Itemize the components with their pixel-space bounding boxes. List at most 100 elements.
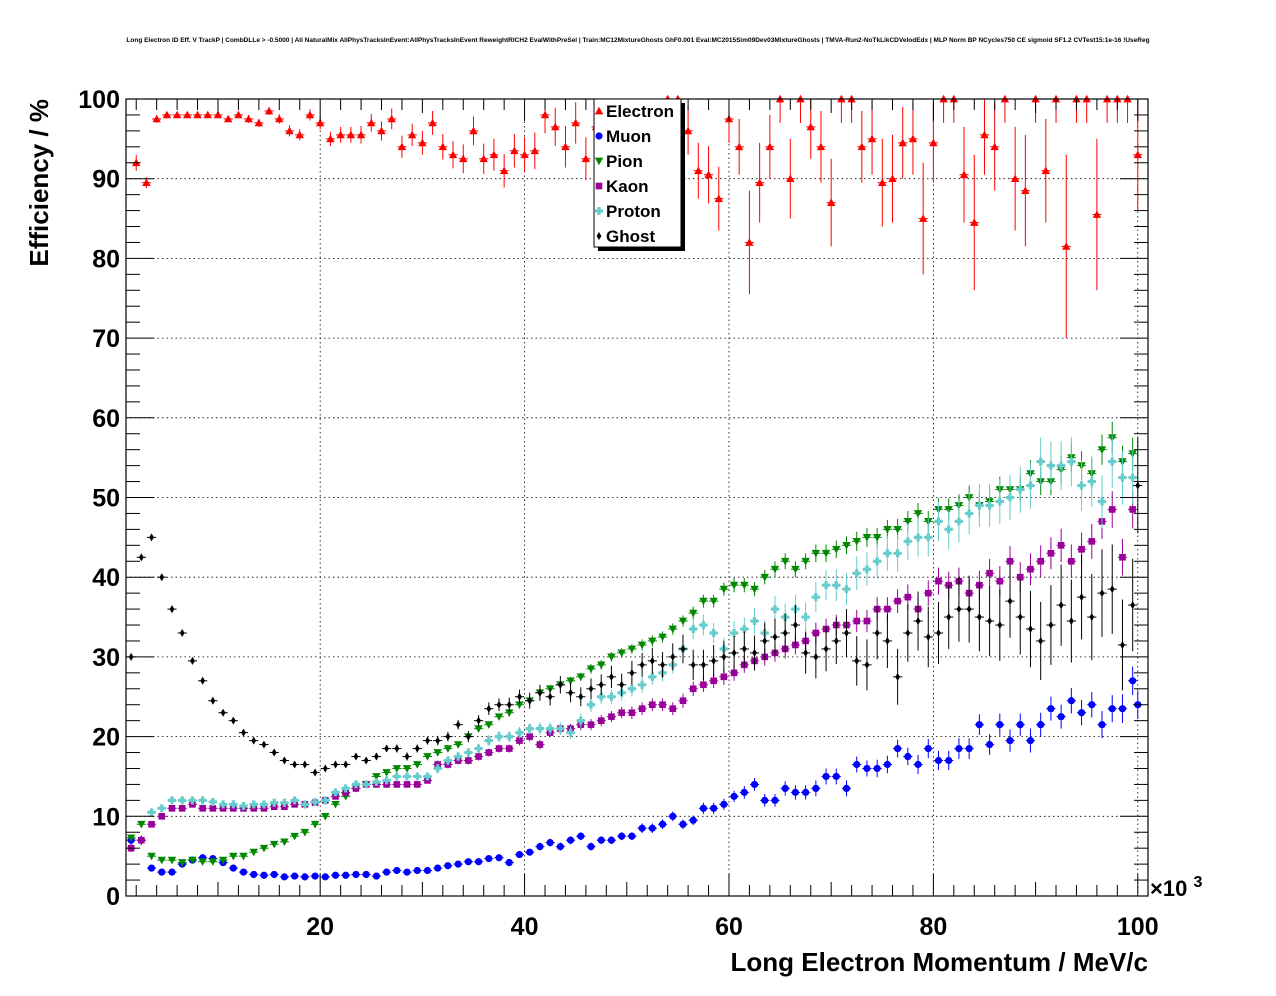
- data-point-muon: [270, 870, 278, 879]
- data-point-ghost: [384, 744, 390, 753]
- data-point-muon: [1037, 721, 1045, 729]
- y-tick-label: 20: [92, 724, 120, 752]
- data-point-muon: [229, 864, 237, 872]
- legend-label-ghost: Ghost: [606, 227, 655, 246]
- data-point-ghost: [864, 660, 870, 669]
- data-point-ghost: [1017, 613, 1023, 622]
- data-point-proton: [862, 565, 871, 574]
- data-point-pion: [852, 537, 861, 546]
- data-point-ghost: [1068, 617, 1074, 626]
- grid: [126, 99, 1148, 896]
- data-point-muon: [546, 839, 554, 847]
- data-point-electron: [1041, 166, 1050, 175]
- data-point-proton: [290, 796, 299, 805]
- data-point-muon: [771, 796, 779, 804]
- data-point-ghost: [629, 668, 635, 677]
- data-point-muon: [832, 772, 840, 781]
- data-point-ghost: [537, 688, 543, 697]
- data-point-pion: [443, 745, 453, 753]
- data-point-electron: [510, 146, 519, 155]
- data-point-pion: [280, 838, 289, 847]
- data-point-ghost: [425, 736, 430, 745]
- data-point-electron: [285, 126, 294, 135]
- data-point-electron: [561, 142, 570, 151]
- data-point-kaon: [1047, 549, 1055, 557]
- y-tick-label: 30: [92, 644, 120, 672]
- data-point-muon: [914, 760, 922, 769]
- data-point-kaon: [1129, 506, 1136, 513]
- data-point-ghost: [1079, 593, 1084, 602]
- data-point-pion: [126, 834, 136, 843]
- data-point-electron: [918, 214, 928, 222]
- data-point-muon: [1057, 713, 1065, 721]
- data-point-muon: [658, 820, 667, 828]
- data-point-proton: [597, 692, 606, 701]
- y-tick-label: 0: [106, 883, 120, 911]
- data-point-electron: [806, 122, 815, 131]
- data-point-ghost: [895, 672, 901, 681]
- data-point-pion: [218, 856, 228, 865]
- data-point-muon: [1088, 701, 1096, 709]
- data-point-ghost: [619, 680, 625, 689]
- data-point-pion: [402, 765, 412, 773]
- data-point-ghost: [690, 660, 696, 669]
- data-point-proton: [709, 628, 718, 637]
- data-point-ghost: [649, 656, 655, 665]
- data-point-proton: [1006, 493, 1015, 502]
- data-point-muon: [955, 744, 963, 753]
- axes: 0 10 20 30 40 50 60 70 80 90 100 20 40 60 80 100: [78, 86, 1158, 941]
- data-point-kaon: [536, 741, 544, 748]
- data-point-proton: [750, 617, 759, 626]
- data-point-ghost: [547, 692, 553, 701]
- data-point-muon: [1016, 721, 1024, 729]
- data-point-electron: [479, 154, 488, 163]
- data-point-ghost: [414, 744, 420, 753]
- data-point-pion: [760, 573, 769, 582]
- data-point-pion: [433, 749, 442, 757]
- data-point-proton: [852, 569, 861, 578]
- data-point-muon: [413, 866, 421, 875]
- data-point-ghost: [322, 764, 328, 773]
- data-point-ghost: [455, 720, 461, 729]
- data-point-muon: [383, 868, 391, 876]
- data-point-ghost: [373, 752, 379, 761]
- data-point-ghost: [557, 680, 563, 689]
- data-point-proton: [576, 716, 585, 725]
- data-point-ghost: [1028, 625, 1033, 634]
- data-point-muon: [699, 804, 708, 812]
- data-point-electron: [540, 110, 550, 119]
- data-point-proton: [934, 517, 943, 526]
- data-point-ghost: [190, 656, 195, 665]
- data-point-ghost: [609, 672, 614, 681]
- legend-label-electron: Electron: [606, 102, 674, 121]
- data-point-ghost: [598, 680, 604, 689]
- data-point-electron: [1133, 150, 1142, 159]
- legend-label-muon: Muon: [606, 127, 651, 146]
- data-point-electron: [244, 114, 253, 123]
- data-point-muon: [1098, 721, 1106, 729]
- data-point-proton: [1026, 481, 1035, 490]
- data-point-proton: [392, 772, 401, 781]
- data-point-kaon: [659, 701, 666, 709]
- data-point-muon: [975, 721, 983, 729]
- data-point-electron: [275, 114, 284, 123]
- data-point-ghost: [1007, 597, 1013, 606]
- data-point-ghost: [312, 768, 318, 777]
- data-point-proton: [1057, 461, 1066, 470]
- data-point-proton: [556, 724, 565, 733]
- y-axis-label: Efficiency / %: [24, 99, 54, 267]
- data-point-ghost: [670, 652, 676, 661]
- data-point-kaon: [1078, 546, 1085, 553]
- data-point-electron: [816, 142, 826, 151]
- data-point-electron: [428, 118, 437, 127]
- data-point-electron: [683, 126, 693, 135]
- data-point-electron: [735, 142, 744, 151]
- data-point-muon: [239, 868, 248, 876]
- data-point-electron: [152, 114, 161, 123]
- data-point-kaon: [138, 836, 145, 844]
- data-point-muon: [750, 780, 759, 789]
- data-point-proton: [443, 756, 452, 765]
- data-point-muon: [679, 820, 687, 828]
- data-point-electron: [142, 178, 151, 187]
- data-point-pion: [188, 856, 197, 865]
